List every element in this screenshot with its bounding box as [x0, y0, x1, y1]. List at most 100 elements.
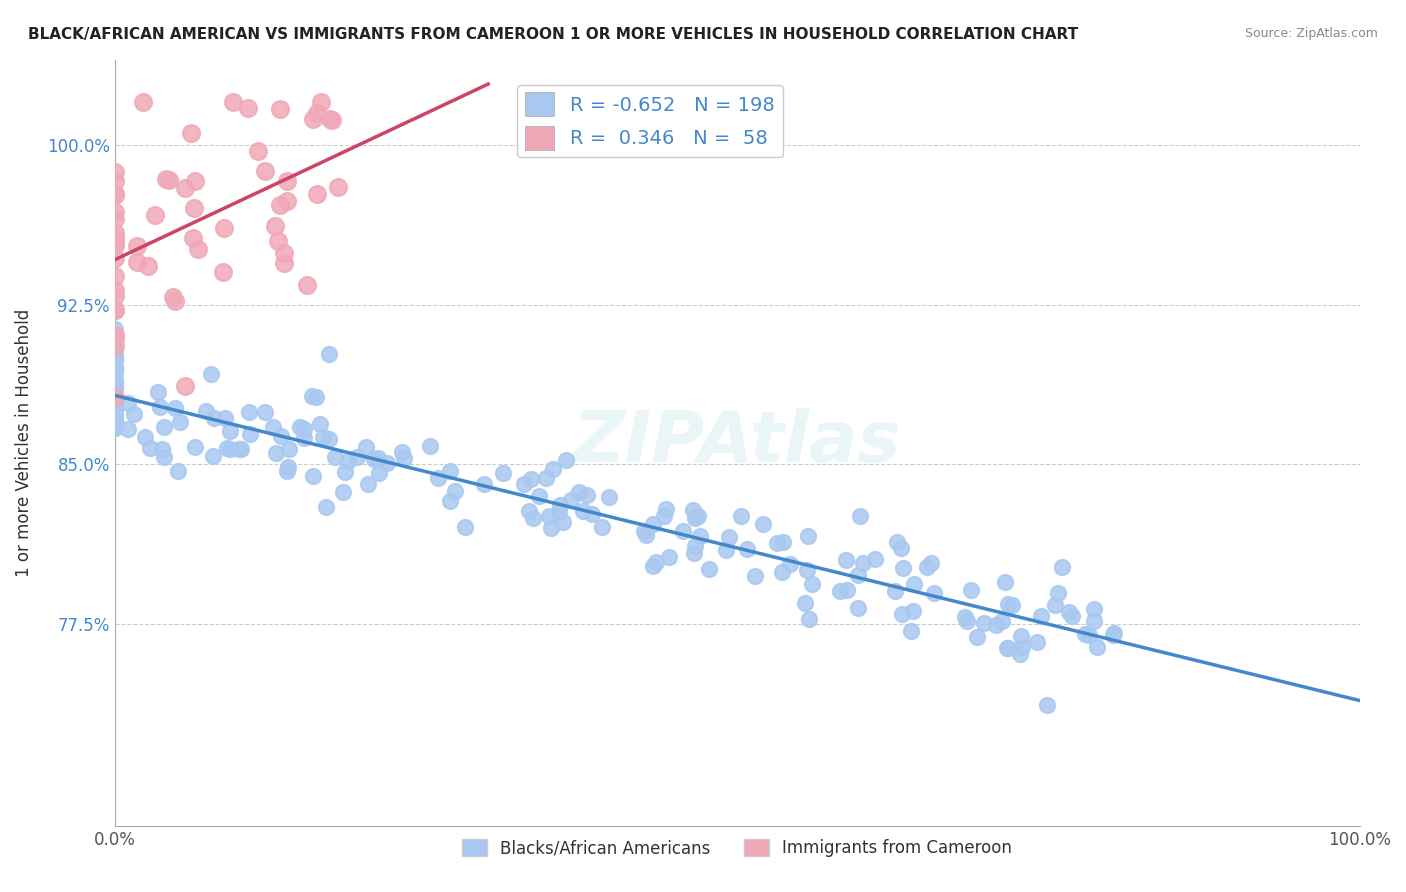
Point — [391, 445, 413, 459]
Point — [1010, 628, 1032, 642]
Point — [167, 464, 190, 478]
Point — [336, 454, 359, 468]
Point — [104, 332, 127, 346]
Point — [591, 520, 613, 534]
Point — [419, 439, 441, 453]
Point — [104, 226, 127, 240]
Point — [321, 112, 343, 127]
Point — [288, 420, 311, 434]
Point — [572, 503, 595, 517]
Point — [138, 441, 160, 455]
Point — [439, 494, 461, 508]
Point — [219, 424, 242, 438]
Point — [920, 556, 942, 570]
Point — [1043, 598, 1066, 612]
Point — [800, 577, 823, 591]
Point — [318, 347, 340, 361]
Text: BLACK/AFRICAN AMERICAN VS IMMIGRANTS FROM CAMEROON 1 OR MORE VEHICLES IN HOUSEHO: BLACK/AFRICAN AMERICAN VS IMMIGRANTS FRO… — [28, 27, 1078, 42]
Point — [264, 219, 287, 234]
Point — [104, 211, 127, 226]
Point — [315, 500, 337, 515]
Point — [375, 456, 398, 470]
Point — [995, 641, 1018, 656]
Point — [683, 539, 706, 553]
Point — [104, 390, 127, 404]
Point — [1001, 598, 1024, 612]
Point — [276, 194, 298, 208]
Point — [973, 616, 995, 631]
Point — [104, 409, 127, 423]
Point — [104, 353, 127, 368]
Point — [392, 451, 415, 466]
Point — [277, 459, 299, 474]
Point — [104, 303, 127, 318]
Point — [104, 365, 127, 379]
Point — [104, 361, 127, 376]
Point — [318, 433, 340, 447]
Point — [956, 614, 979, 628]
Point — [683, 546, 706, 560]
Point — [560, 493, 582, 508]
Point — [1026, 635, 1049, 649]
Point — [1029, 609, 1052, 624]
Point — [104, 364, 127, 378]
Point — [254, 164, 277, 178]
Point — [104, 301, 127, 316]
Point — [104, 283, 127, 297]
Point — [716, 543, 738, 558]
Point — [797, 612, 820, 626]
Point — [643, 516, 665, 531]
Point — [104, 391, 127, 405]
Point — [891, 561, 914, 575]
Point — [718, 530, 741, 544]
Point — [537, 509, 560, 524]
Point — [104, 339, 127, 353]
Point — [269, 198, 291, 212]
Text: Source: ZipAtlas.com: Source: ZipAtlas.com — [1244, 27, 1378, 40]
Point — [1047, 586, 1070, 600]
Point — [104, 406, 127, 420]
Point — [104, 380, 127, 394]
Point — [165, 401, 187, 415]
Point — [1083, 602, 1105, 616]
Point — [575, 488, 598, 502]
Point — [269, 102, 291, 116]
Point — [953, 609, 976, 624]
Point — [517, 503, 540, 517]
Point — [117, 396, 139, 410]
Point — [770, 565, 793, 579]
Point — [276, 464, 298, 478]
Point — [540, 521, 562, 535]
Point — [984, 618, 1007, 632]
Point — [319, 112, 342, 127]
Point — [828, 584, 851, 599]
Point — [218, 442, 240, 456]
Point — [202, 411, 225, 425]
Text: ZIPAtlas: ZIPAtlas — [572, 409, 901, 477]
Point — [1052, 559, 1074, 574]
Point — [104, 238, 127, 252]
Point — [688, 508, 710, 523]
Point — [472, 477, 495, 491]
Point — [683, 510, 706, 524]
Point — [238, 405, 260, 419]
Point — [104, 396, 127, 410]
Point — [682, 503, 704, 517]
Point — [730, 509, 752, 524]
Point — [1059, 605, 1081, 619]
Point — [848, 508, 870, 523]
Point — [367, 451, 389, 466]
Point — [363, 452, 385, 467]
Point — [735, 541, 758, 556]
Point — [246, 145, 269, 159]
Point — [253, 404, 276, 418]
Point — [568, 484, 591, 499]
Point — [915, 560, 938, 574]
Point — [994, 575, 1017, 590]
Point — [301, 469, 323, 483]
Point — [658, 550, 681, 565]
Y-axis label: 1 or more Vehicles in Household: 1 or more Vehicles in Household — [15, 309, 32, 577]
Point — [104, 420, 127, 434]
Point — [173, 180, 195, 194]
Point — [439, 465, 461, 479]
